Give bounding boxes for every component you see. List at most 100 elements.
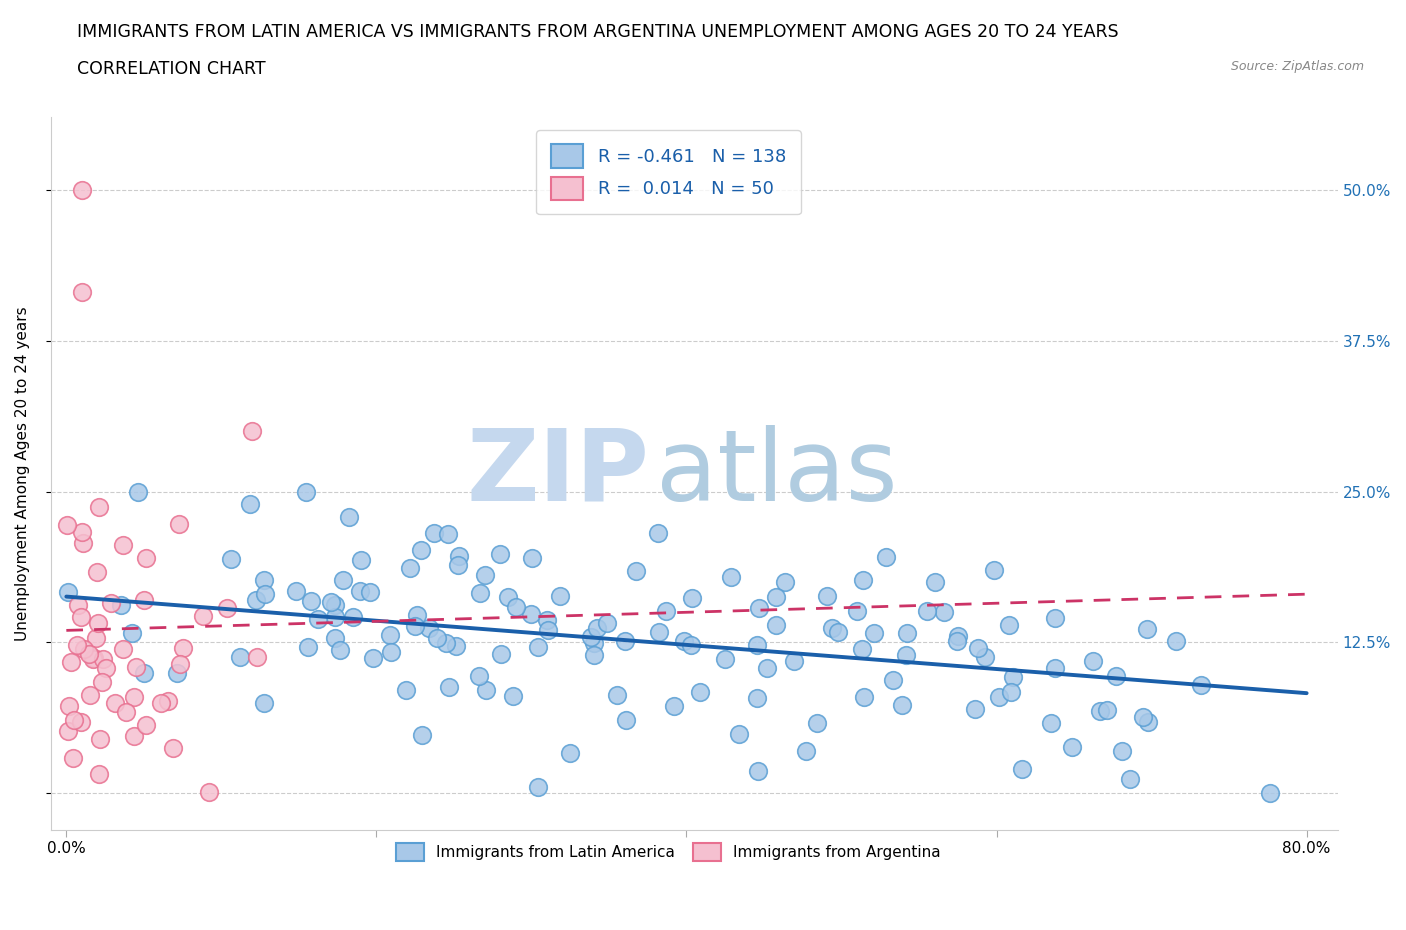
Point xyxy=(924,575,946,590)
Point xyxy=(963,701,986,716)
Point xyxy=(285,583,308,598)
Point xyxy=(946,629,969,644)
Point xyxy=(689,684,711,699)
Point xyxy=(70,182,93,197)
Point xyxy=(253,695,276,710)
Point xyxy=(728,726,751,741)
Point xyxy=(765,590,787,604)
Point xyxy=(1045,660,1067,675)
Point xyxy=(1136,621,1159,636)
Point xyxy=(361,650,384,665)
Point xyxy=(404,619,426,634)
Text: atlas: atlas xyxy=(655,425,897,522)
Point xyxy=(681,591,703,605)
Point xyxy=(548,589,571,604)
Point xyxy=(655,604,678,618)
Point xyxy=(537,623,560,638)
Text: CORRELATION CHART: CORRELATION CHART xyxy=(77,60,266,78)
Point xyxy=(111,538,134,552)
Point xyxy=(988,690,1011,705)
Point xyxy=(349,583,371,598)
Point xyxy=(411,543,433,558)
Point xyxy=(72,536,94,551)
Point xyxy=(468,669,491,684)
Point xyxy=(1111,743,1133,758)
Text: Source: ZipAtlas.com: Source: ZipAtlas.com xyxy=(1230,60,1364,73)
Point xyxy=(86,631,108,645)
Point xyxy=(449,549,471,564)
Point xyxy=(468,586,491,601)
Point xyxy=(498,590,520,604)
Point xyxy=(167,516,190,531)
Point xyxy=(96,660,118,675)
Point xyxy=(125,659,148,674)
Point xyxy=(967,640,990,655)
Point xyxy=(648,624,671,639)
Point xyxy=(332,572,354,587)
Point xyxy=(378,628,401,643)
Point xyxy=(135,551,157,565)
Point xyxy=(58,698,80,713)
Point xyxy=(896,626,918,641)
Point xyxy=(974,650,997,665)
Point xyxy=(444,639,467,654)
Point xyxy=(891,698,914,712)
Point xyxy=(395,682,418,697)
Point xyxy=(474,567,496,582)
Point xyxy=(115,704,138,719)
Point xyxy=(157,694,180,709)
Point xyxy=(121,626,143,641)
Point xyxy=(104,696,127,711)
Point xyxy=(239,497,262,512)
Point xyxy=(191,608,214,623)
Point xyxy=(110,597,132,612)
Point xyxy=(253,587,276,602)
Point xyxy=(502,689,524,704)
Point xyxy=(323,631,346,645)
Point xyxy=(87,499,110,514)
Point xyxy=(526,640,548,655)
Point xyxy=(915,604,938,618)
Point xyxy=(606,687,628,702)
Point xyxy=(1043,610,1066,625)
Point xyxy=(63,713,86,728)
Point xyxy=(87,616,110,631)
Point xyxy=(520,607,543,622)
Point xyxy=(1011,761,1033,776)
Point xyxy=(1097,702,1119,717)
Point xyxy=(149,695,172,710)
Point xyxy=(747,764,769,778)
Point xyxy=(852,690,875,705)
Point xyxy=(626,564,648,578)
Point xyxy=(747,637,769,652)
Point xyxy=(558,746,581,761)
Point xyxy=(983,563,1005,578)
Point xyxy=(894,647,917,662)
Point xyxy=(91,675,114,690)
Point xyxy=(945,633,967,648)
Point xyxy=(585,620,607,635)
Point xyxy=(1119,771,1142,786)
Point xyxy=(100,595,122,610)
Point xyxy=(246,650,269,665)
Point xyxy=(297,640,319,655)
Point xyxy=(434,636,457,651)
Text: ZIP: ZIP xyxy=(467,425,650,522)
Point xyxy=(520,551,543,565)
Point xyxy=(172,641,194,656)
Point xyxy=(60,655,83,670)
Point xyxy=(406,607,429,622)
Point xyxy=(242,424,264,439)
Point xyxy=(852,573,875,588)
Point xyxy=(616,712,638,727)
Point xyxy=(794,743,817,758)
Point xyxy=(664,698,686,713)
Point xyxy=(83,651,105,666)
Point xyxy=(647,525,669,540)
Point xyxy=(1189,678,1212,693)
Legend: Immigrants from Latin America, Immigrants from Argentina: Immigrants from Latin America, Immigrant… xyxy=(388,835,948,869)
Point xyxy=(73,642,96,657)
Point xyxy=(998,618,1021,632)
Point xyxy=(875,550,897,565)
Point xyxy=(720,569,742,584)
